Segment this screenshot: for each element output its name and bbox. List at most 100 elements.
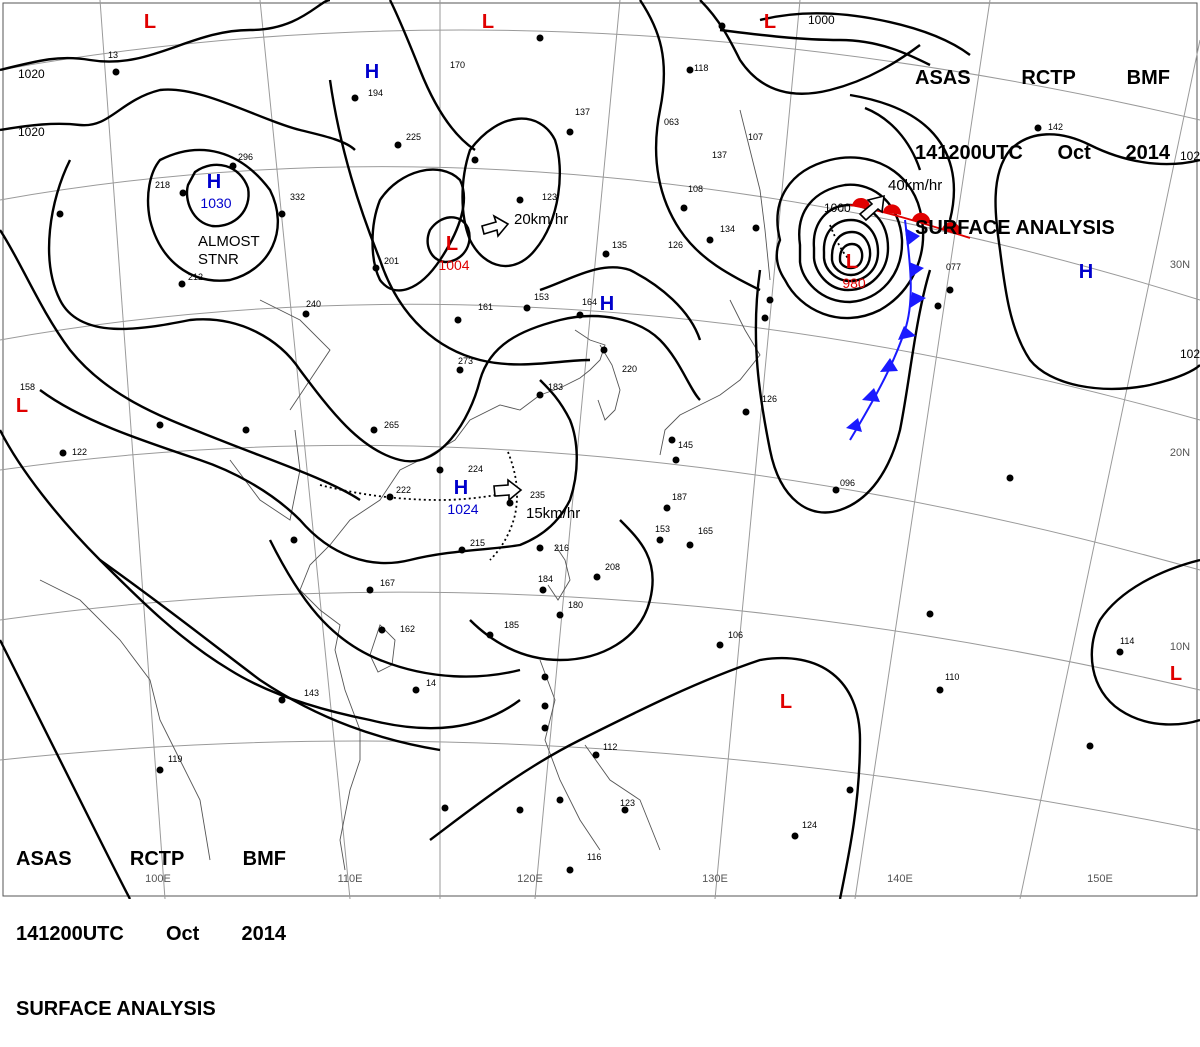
station-value: 13 [108,50,118,60]
arrow-icon [493,478,523,502]
arrow-icon [481,214,510,238]
station-value: 296 [238,152,253,162]
station-value: 107 [748,132,763,142]
pressure-centers: L L L H H 1030 L 1004 H L 980 H L H 1024 L L [16,11,1182,713]
station-labels: 13 194 170 225 296 218 332 137 123 108 137 107 134 13… [20,50,1134,862]
station-value: 143 [304,688,319,698]
low-center: L [446,233,458,255]
station-value: 208 [605,562,620,572]
station-markers [56,22,1124,874]
station-value: 185 [504,620,519,630]
station-value: 153 [655,524,670,534]
motion-speed: 40km/hr [888,177,942,194]
station-value: 108 [688,184,703,194]
header-time: 141200UTC [16,923,124,945]
station-value: 114 [1120,636,1134,646]
isobar-label: 1020 [18,67,45,81]
station-value: 106 [728,630,743,640]
station-value: 170 [450,60,465,70]
station-value: 126 [762,394,777,404]
station-value: 220 [622,364,637,374]
header-bottom-left: ASAS RCTP BMF 141200UTC Oct 2014 SURFACE… [16,797,286,1047]
motion-speed: 20km/hr [514,211,568,228]
station-value: 201 [384,256,399,266]
station-value: 077 [946,262,961,272]
pressure-value: 1030 [200,195,231,211]
station-value: 212 [188,272,203,282]
station-value: 110 [945,672,959,682]
annotation-line: STNR [198,251,239,268]
longitude-label: 110E [338,873,363,885]
longitude-label: 140E [887,873,913,885]
station-value: 158 [20,382,35,392]
isobar-label: 1020 [1180,347,1200,361]
isobar-label: 1020 [1180,149,1200,163]
longitude-labels: 100E 110E 120E 130E 140E 150E [145,873,1113,885]
longitude-label: 120E [517,873,543,885]
station-value: 224 [468,464,483,474]
header-year: 2014 [1125,142,1171,164]
high-center: H [600,293,614,315]
station-value: 167 [380,578,395,588]
station-value: 225 [406,132,421,142]
header-month: Oct [1057,142,1091,164]
cold-front [846,219,926,441]
station-value: 116 [587,852,601,862]
station-value: 216 [554,543,569,553]
header-month: Oct [166,923,200,945]
station-value: 137 [575,107,590,117]
station-value: 161 [478,302,493,312]
station-value: 332 [290,192,305,202]
pressure-value: 1004 [438,257,469,273]
low-center: L [144,11,156,33]
latitude-label: 30N [1170,259,1190,271]
latitude-labels: 30N 20N 10N [1170,259,1190,653]
latitude-label: 10N [1170,641,1190,653]
pressure-value: 1024 [447,501,478,517]
station-value: 265 [384,420,399,430]
station-value: 063 [664,117,679,127]
motion-arrows [481,194,885,502]
motion-speed: 15km/hr [526,505,580,522]
station-value: 137 [712,150,727,160]
station-value: 112 [603,742,617,752]
low-center: L [764,11,776,33]
station-value: 183 [548,382,563,392]
pressure-value: 980 [842,275,866,291]
station-value: 126 [668,240,683,250]
trough-lines [319,224,849,561]
station-value: 122 [72,447,87,457]
header-center: BMF [242,848,286,870]
station-value: 240 [306,299,321,309]
header-top-right: ASAS RCTP BMF 141200UTC Oct 2014 SURFACE… [915,16,1170,266]
station-value: 235 [530,490,545,500]
station-value: 14 [426,678,436,688]
motion-labels: 20km/hr 15km/hr 40km/hr [514,177,942,522]
low-center: L [16,395,28,417]
warm-front [849,197,971,239]
isobar-labels: 1020 1020 1000 1020 1020 1000 [18,13,1200,361]
header-station: RCTP [1021,67,1076,89]
header-time: 141200UTC [915,142,1023,164]
latitude-label: 20N [1170,447,1190,459]
arrow-icon [858,194,885,222]
surface-analysis-map: 13 194 170 225 296 218 332 137 123 108 137 107 134 13… [0,0,1200,899]
station-value: 153 [534,292,549,302]
station-value: 118 [694,63,708,73]
station-value: 145 [678,440,693,450]
station-value: 124 [802,820,817,830]
longitude-label: 100E [145,873,171,885]
station-value: 215 [470,538,485,548]
longitude-label: 130E [702,873,728,885]
header-year: 2014 [241,923,287,945]
station-value: 162 [400,624,415,634]
longitude-label: 150E [1087,873,1113,885]
header-agency: ASAS [915,67,971,89]
station-value: 165 [698,526,713,536]
station-value: 164 [582,297,597,307]
station-value: 273 [458,356,473,366]
high-center: H [1079,261,1093,283]
low-center: L [1170,663,1182,685]
station-value: 135 [612,240,627,250]
